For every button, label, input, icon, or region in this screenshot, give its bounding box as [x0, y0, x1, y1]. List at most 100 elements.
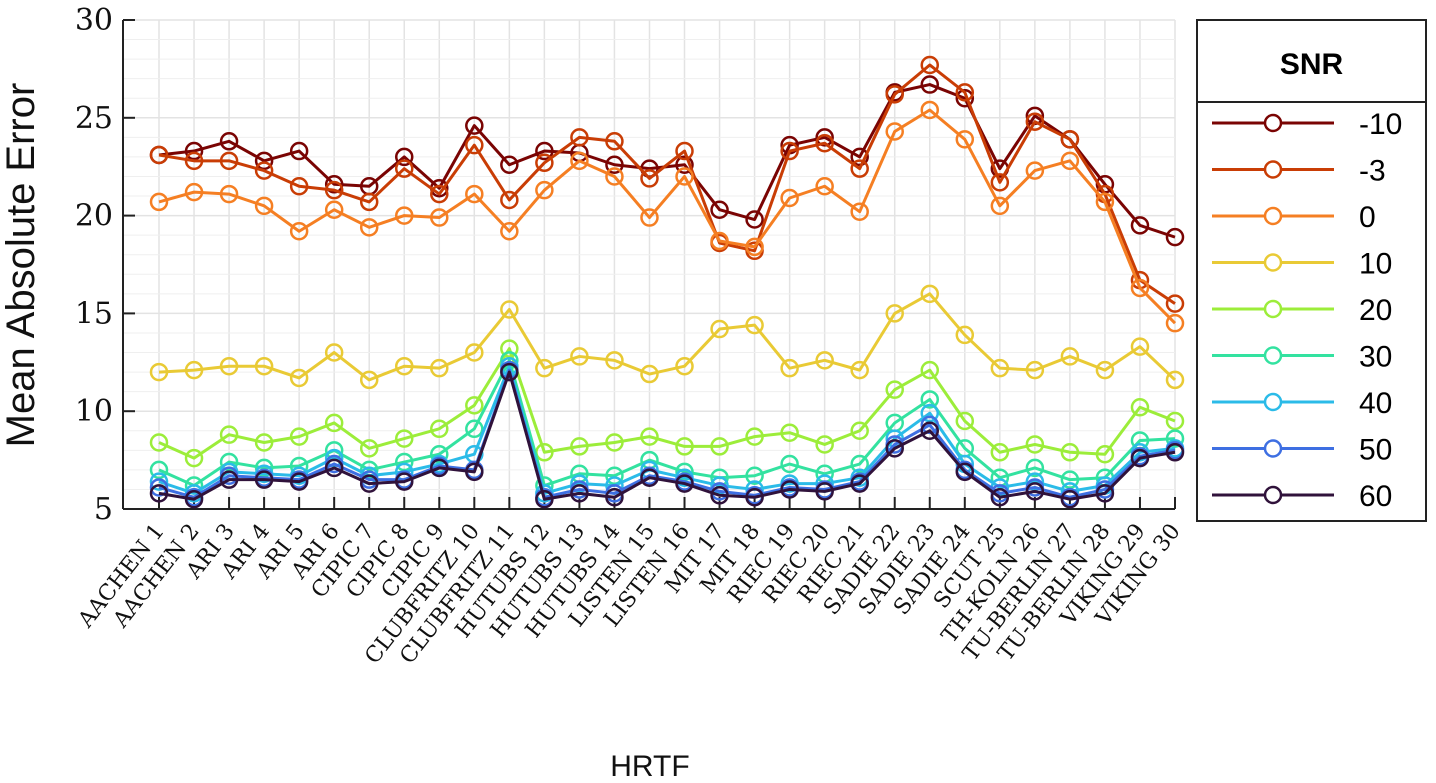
data-point [920, 390, 940, 409]
data-point [1060, 443, 1080, 462]
data-point [920, 360, 940, 380]
data-point [324, 343, 344, 362]
data-point [289, 427, 309, 446]
data-point [1060, 151, 1080, 171]
data-point [780, 423, 799, 442]
data-point [675, 167, 694, 186]
series--10 [149, 75, 1185, 247]
series--3 [149, 55, 1185, 313]
data-point [850, 159, 869, 178]
data-point [640, 468, 659, 487]
data-point [1130, 448, 1150, 468]
data-point [955, 325, 975, 345]
data-point [394, 159, 414, 178]
data-point [1025, 112, 1045, 131]
data-point [745, 427, 764, 446]
data-point [254, 433, 274, 452]
series-0 [149, 100, 1185, 333]
data-point [675, 155, 694, 174]
data-point [990, 358, 1010, 378]
data-point [430, 358, 449, 378]
data-point [710, 437, 729, 456]
data-point [394, 472, 414, 491]
legend-swatch-marker [1263, 392, 1283, 412]
data-point [885, 380, 904, 399]
data-point [920, 421, 940, 441]
series-line [158, 347, 1176, 460]
data-point [605, 433, 624, 452]
data-point [745, 210, 764, 229]
y-tick-label: 10 [75, 394, 113, 429]
data-point [920, 403, 940, 423]
data-point [710, 476, 729, 495]
data-point [1165, 429, 1185, 448]
data-point [324, 448, 344, 468]
legend-swatch-marker [1263, 113, 1283, 133]
data-point [500, 339, 519, 358]
data-point [885, 304, 904, 323]
legend-box [1196, 19, 1427, 522]
data-point [955, 462, 975, 482]
legend-label: -3 [1359, 155, 1386, 188]
data-point [640, 364, 659, 384]
data-point [359, 439, 379, 458]
data-point [815, 435, 834, 454]
data-point [324, 458, 344, 478]
data-point [990, 173, 1010, 192]
data-point [254, 356, 274, 376]
data-point [605, 351, 624, 370]
data-point [149, 192, 169, 212]
data-point [745, 315, 764, 335]
data-point [780, 454, 799, 474]
data-point [1025, 482, 1045, 501]
data-point [885, 122, 904, 141]
data-point [219, 452, 239, 472]
data-point [1130, 337, 1150, 356]
data-point [955, 83, 975, 102]
data-point [1025, 360, 1045, 380]
data-point [289, 177, 309, 196]
legend-title: SNR [1280, 48, 1344, 81]
data-point [605, 466, 624, 485]
data-point [535, 153, 554, 173]
series-line [158, 83, 1176, 239]
data-point [430, 444, 449, 464]
data-point [675, 474, 694, 493]
data-point [1060, 489, 1080, 509]
y-axis-label: Mean Absolute Error [0, 83, 43, 448]
legend-swatch-marker [1263, 160, 1283, 179]
data-point [955, 411, 975, 431]
data-point [289, 472, 309, 491]
data-point [955, 88, 975, 108]
data-point [1025, 458, 1045, 478]
data-point [605, 488, 624, 507]
y-tick-label: 15 [75, 296, 113, 331]
legend-label: 20 [1359, 294, 1392, 327]
legend-swatch-marker [1263, 299, 1283, 319]
data-point [465, 184, 484, 204]
series-line [158, 358, 1176, 488]
data-point [219, 356, 239, 376]
data-point [920, 284, 940, 304]
data-point [254, 151, 274, 171]
legend-swatch-marker [1263, 346, 1283, 365]
data-point [745, 237, 764, 257]
series-line [158, 370, 1176, 501]
data-point [1095, 360, 1115, 380]
data-point [990, 443, 1010, 462]
data-point [184, 182, 204, 202]
legend-label: 30 [1359, 341, 1392, 374]
data-point [850, 474, 869, 493]
series-line [158, 292, 1177, 382]
y-tick-label: 20 [75, 199, 113, 234]
y-tick-label: 25 [75, 101, 113, 136]
data-point [955, 130, 975, 149]
data-point [675, 462, 694, 482]
data-point [640, 427, 659, 446]
data-point [500, 190, 519, 210]
data-point [1165, 443, 1185, 462]
data-point [535, 180, 554, 200]
data-point [640, 169, 659, 188]
data-point [500, 362, 519, 382]
